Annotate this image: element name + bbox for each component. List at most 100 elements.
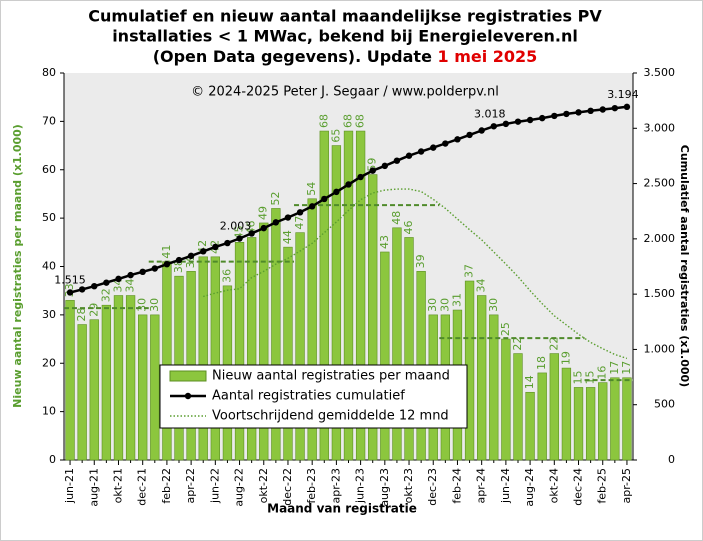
bar [537,372,547,461]
bar-value-label: 54 [305,182,318,196]
bar [77,324,87,461]
y-tick-label: 50 [42,211,56,224]
x-tick-label: feb-22 [160,468,173,504]
x-tick-label: dec-21 [136,468,149,506]
cumulative-point [175,256,183,264]
x-tick-label: okt-23 [402,468,415,503]
bar [138,314,148,461]
bar [489,314,499,461]
cumulative-point [127,271,134,279]
bar [234,242,245,461]
cumulative-point [272,219,280,226]
cumulative-point [539,114,546,122]
cumulative-point [575,109,582,116]
bar [101,304,112,461]
cumulative-point [417,148,425,155]
bar-value-label: 22 [511,337,524,351]
x-tick-label: feb-23 [305,468,318,504]
cumulative-point [611,104,619,112]
cumulative-point [66,289,74,296]
y2-tick-label: 2.000 [644,232,676,245]
y2-tick-label: 0 [668,453,675,466]
x-axis-label: Maand van registratie [267,502,417,516]
bar-value-label: 52 [269,191,282,205]
cumulative-value-label: 3.194 [607,88,639,101]
bar-value-label: 59 [366,158,379,172]
bar [295,232,305,461]
bar [210,256,220,461]
bar [246,237,257,461]
cumulative-point [236,235,243,242]
bar-value-label: 45 [233,225,246,239]
x-tick-label: okt-21 [111,468,124,503]
y-tick-label: 30 [42,308,56,321]
x-tick-label: jun-22 [208,468,221,504]
bar [162,261,172,461]
cumulative-value-label: 3.018 [474,107,506,120]
bar-value-label: 36 [220,269,233,283]
bar [549,353,559,461]
cumulative-point [115,275,122,283]
y-tick-label: 20 [42,356,56,369]
bar-value-label: 68 [317,114,330,128]
cumulative-point [91,282,98,290]
cumulative-point [163,260,171,268]
x-tick-label: apr-24 [475,468,488,504]
x-tick-label: okt-24 [547,468,560,503]
cumulative-point [490,123,497,130]
bar [150,314,160,461]
bar-value-label: 25 [499,322,512,336]
y2-tick-label: 1.000 [644,342,676,355]
cumulative-point [308,203,316,210]
title-line: Cumulatief en nieuw aantal maandelijkse … [88,7,602,26]
y-tick-label: 60 [42,163,56,176]
bar [610,377,620,461]
bar-value-label: 48 [390,211,403,225]
bar-value-label: 30 [438,298,451,312]
cumulative-point [599,106,606,113]
cumulative-point [563,110,570,118]
bar [622,377,632,461]
cumulative-point [551,112,558,120]
cumulative-point [357,173,364,181]
cumulative-point [78,286,86,293]
bar [392,227,402,461]
bar-value-label: 30 [148,298,161,312]
cumulative-point [454,136,461,143]
bar-value-label: 28 [75,308,88,322]
legend-box [159,364,468,429]
bar-value-label: 18 [535,356,548,370]
bar [380,251,390,461]
y-tick-label: 0 [49,453,56,466]
bar [259,222,269,461]
cumulative-point [478,127,485,134]
cumulative-value-label: 1.515 [54,273,86,286]
bar-value-label: 65 [329,129,342,143]
bar-value-label: 43 [378,235,391,249]
cumulative-point [466,131,473,139]
cumulative-point [514,118,522,125]
cumulative-point [623,103,631,111]
bar-value-label: 16 [596,366,609,380]
bar [319,130,329,461]
legend-swatch [184,392,192,400]
cumulative-point [430,144,437,151]
bar [198,256,208,461]
bar-value-label: 30 [487,298,500,312]
y2-tick-label: 3.500 [644,66,676,79]
cumulative-point [200,248,207,255]
cumulative-point [526,116,534,124]
cumulative-point [587,107,594,115]
bar-value-label: 17 [620,361,633,375]
legend-label: Nieuw aantal registraties per maand [212,369,450,384]
bar-value-label: 41 [160,245,173,259]
cumulative-point [212,243,219,251]
cumulative-value-label: 2.003 [220,220,252,233]
bar-value-label: 34 [124,279,137,293]
x-tick-label: apr-22 [184,468,197,504]
cumulative-point [393,157,401,164]
bar-value-label: 30 [426,298,439,312]
bar [331,145,342,461]
cumulative-point [284,214,292,221]
bar [355,130,366,461]
